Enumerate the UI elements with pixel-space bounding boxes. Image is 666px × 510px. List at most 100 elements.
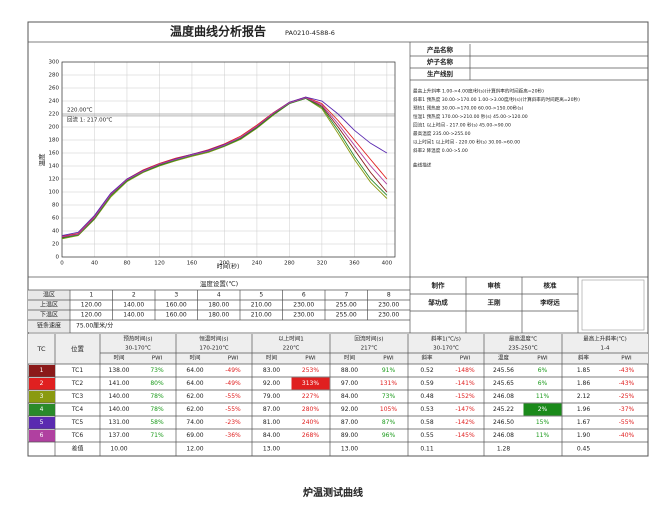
cell-text: 92.00	[341, 406, 358, 413]
cell-text: 84.00	[341, 393, 358, 400]
info-line: 最高温度 235.00->255.00	[413, 130, 471, 137]
col-header: PWI	[228, 356, 239, 362]
cell-text: 210.00	[251, 302, 272, 309]
curve	[61, 97, 388, 240]
cell-text: 75.00厘米/分	[76, 322, 113, 330]
cell-text: 1.96	[577, 406, 591, 413]
signer: 王刚	[488, 298, 502, 307]
cell-text: 88.00	[341, 367, 358, 374]
cell-text: 13.00	[341, 446, 358, 453]
cell-text: 69.00	[186, 432, 203, 439]
label: 3	[174, 292, 178, 299]
title: 温度曲线分析报告	[170, 24, 266, 39]
x-axis-label: 时间(秒)	[217, 263, 240, 271]
cell-text: 80%	[150, 380, 164, 387]
label: 位置	[71, 344, 85, 353]
position: TC3	[71, 393, 84, 400]
tc-swatch	[29, 404, 55, 416]
group-header: 最高上升斜率(℃)	[583, 335, 626, 343]
cell-text: 140.00	[109, 406, 130, 413]
cell-text: -43%	[619, 380, 635, 387]
col-header: 温度	[498, 354, 510, 362]
reference-label: 220.00℃	[67, 107, 92, 114]
group-range: 220℃	[283, 345, 300, 352]
cell-text: 87%	[382, 419, 396, 426]
row-label: 下温区	[40, 311, 58, 319]
cell-text: -49%	[225, 380, 241, 387]
cell-text: 253%	[302, 367, 319, 374]
cell-text: 255.00	[336, 312, 357, 319]
info-line: 斜率1 预热度 30.00->170.00 1.00->3.00度/秒(s)(计…	[413, 96, 580, 103]
cell-text: -55%	[225, 393, 241, 400]
cell-text: -147%	[455, 406, 475, 413]
cell-text: 255.00	[336, 302, 357, 309]
cell-text: 268%	[302, 432, 319, 439]
cell-text: -43%	[619, 367, 635, 374]
cell-text: 74.00	[186, 419, 203, 426]
y-tick-label: 200	[49, 125, 60, 131]
cell-text: 230.00	[293, 312, 314, 319]
cell-text: 87.00	[263, 406, 280, 413]
highlight-cell	[291, 377, 330, 390]
cell-text: 137.00	[109, 432, 130, 439]
col-header: 时间	[266, 354, 277, 362]
x-tick-label: 240	[252, 261, 263, 267]
plot-border	[61, 61, 396, 258]
cell-text: 0.52	[420, 367, 434, 374]
cell-text: 92.00	[263, 380, 280, 387]
group-header: 最高温度℃	[509, 335, 537, 343]
x-tick-label: 360	[349, 261, 360, 267]
cell-text: 12.00	[186, 446, 203, 453]
cell-text: 2.12	[577, 393, 591, 400]
label: TC	[36, 345, 46, 353]
tc-swatch	[29, 365, 55, 377]
group-range: 235-250℃	[508, 345, 537, 352]
y-tick-label: 100	[49, 190, 60, 196]
role: 审核	[488, 281, 502, 290]
cell-text: 87.00	[341, 419, 358, 426]
signer: 李呀远	[539, 298, 560, 307]
position: TC5	[71, 419, 84, 426]
cell-text: -36%	[225, 432, 241, 439]
cell-text: 240%	[302, 419, 319, 426]
cell-text: 64.00	[186, 380, 203, 387]
y-tick-label: 40	[52, 229, 59, 235]
cell-text: 6%	[538, 380, 548, 387]
cell-text: 2%	[538, 406, 548, 413]
cell-text: -145%	[455, 432, 475, 439]
cell-text: -40%	[619, 432, 635, 439]
col-header: PWI	[305, 356, 316, 362]
y-tick-label: 0	[56, 255, 60, 261]
row-label: 上温区	[40, 301, 58, 309]
reference-label: 回流 1: 217.00℃	[67, 115, 112, 123]
cell-text: 11%	[536, 393, 550, 400]
role: 制作	[432, 281, 446, 290]
cell-text: 180.00	[208, 302, 229, 309]
tc-swatch	[29, 417, 55, 429]
x-tick-label: 160	[187, 261, 198, 267]
cell-text: 245.56	[493, 367, 514, 374]
cell-text: 140.00	[123, 302, 144, 309]
info-line: 曲线描述	[413, 162, 432, 169]
info-line: 回流1 以上时间 - 217.00 秒(s) 45.00->90.00	[413, 122, 511, 129]
x-tick-label: 400	[382, 261, 393, 267]
info-label: 炉子名称	[427, 57, 454, 66]
position: TC2	[71, 380, 84, 387]
group-range: 30-170℃	[433, 345, 459, 352]
cell-text: 230.00	[378, 302, 399, 309]
curve	[61, 97, 388, 238]
cell-text: 91%	[382, 367, 396, 374]
group-range: 1-4	[601, 346, 610, 352]
frame	[27, 21, 649, 457]
label: 4	[217, 292, 221, 299]
col-header: 时间	[113, 354, 124, 362]
cell-text: 0.58	[420, 419, 434, 426]
cell-text: -152%	[455, 393, 475, 400]
x-tick-label: 80	[123, 261, 130, 267]
tc-id: 1	[40, 367, 44, 374]
y-tick-label: 80	[52, 203, 59, 209]
col-header: 斜率	[421, 354, 433, 362]
cell-text: 0.53	[420, 406, 434, 413]
cell-text: 141.00	[109, 380, 130, 387]
